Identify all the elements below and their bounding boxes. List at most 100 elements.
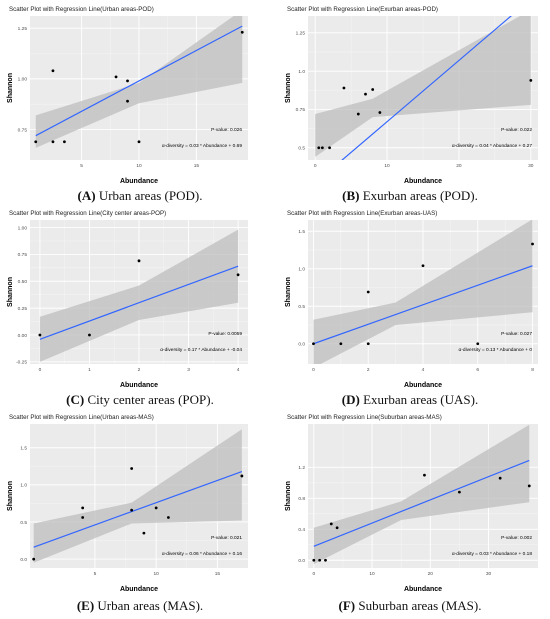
data-point	[130, 467, 134, 470]
x-tick-label: 0	[312, 367, 315, 373]
y-tick-label: 1.5	[298, 229, 305, 235]
y-tick-label: 0.4	[298, 527, 305, 533]
caption-f-letter: (F)	[338, 598, 356, 613]
caption-a-text: Urban areas (POD).	[95, 188, 203, 203]
data-point	[371, 88, 375, 91]
data-point	[32, 557, 36, 561]
caption-e-text: Urban areas (MAS).	[94, 598, 204, 613]
data-point	[126, 79, 129, 83]
y-tick-label: 1.5	[20, 446, 27, 452]
confidence-band	[35, 16, 243, 148]
caption-a: (A) Urban areas (POD).	[5, 188, 275, 204]
confidence-band	[315, 16, 531, 157]
caption-e: (E) Urban areas (MAS).	[5, 598, 275, 614]
caption-d: (D) Exurban areas (UAS).	[275, 392, 545, 408]
data-point	[421, 264, 425, 268]
x-tick-label: 0	[39, 367, 42, 373]
x-axis-label: Abundance	[120, 586, 158, 593]
data-point	[34, 140, 38, 144]
x-tick-label: 1	[88, 367, 91, 373]
x-axis-label: Abundance	[404, 586, 442, 593]
x-tick-label: 2	[367, 367, 370, 373]
confidence-band	[313, 220, 533, 364]
data-point	[342, 86, 346, 90]
data-point	[81, 506, 85, 510]
x-axis-label: Abundance	[404, 382, 442, 389]
p-value-label: P-value: 0.026	[211, 127, 242, 133]
y-axis-label: Shannon	[285, 277, 292, 307]
x-axis-label: Abundance	[404, 178, 442, 185]
confidence-band	[313, 424, 530, 565]
y-axis-label: Shannon	[7, 481, 14, 511]
chart-title: Scatter Plot with Regression Line(Urban …	[9, 6, 154, 13]
data-point	[498, 476, 502, 480]
caption-d-letter: (D)	[341, 392, 360, 407]
regression-line	[313, 459, 530, 547]
y-tick-label: 0.00	[18, 333, 28, 339]
x-axis-label: Abundance	[120, 178, 158, 185]
chart-title: Scatter Plot with Regression Line(Exurba…	[287, 210, 437, 217]
x-tick-label: 10	[136, 163, 142, 169]
y-tick-label: 1.2	[298, 465, 305, 471]
regression-line	[35, 25, 243, 137]
data-point	[137, 259, 141, 263]
p-value-label: P-value: 0.027	[501, 331, 532, 337]
data-point	[51, 140, 55, 144]
x-tick-label: 5	[80, 163, 83, 169]
y-tick-label: 0.0	[298, 342, 305, 348]
x-tick-label: 8	[531, 367, 534, 373]
data-point	[63, 140, 66, 144]
y-tick-label: 0.0	[20, 557, 27, 563]
confidence-band	[39, 229, 239, 362]
x-tick-label: 20	[428, 571, 434, 577]
data-point	[339, 342, 343, 346]
y-tick-label: 1.0	[298, 69, 305, 75]
data-point	[324, 558, 327, 562]
scatter-panel-b: Scatter Plot with Regression Line(Exurba…	[285, 6, 538, 185]
data-point	[88, 333, 91, 337]
caption-b-text: Exurban areas (POD).	[359, 188, 478, 203]
data-point	[318, 558, 322, 562]
x-tick-label: 15	[194, 163, 200, 169]
data-point	[38, 333, 42, 337]
data-point	[356, 112, 360, 116]
x-tick-label: 0	[314, 163, 317, 169]
y-tick-label: 0.75	[18, 127, 28, 133]
caption-c-text: City center areas (POP).	[84, 392, 214, 407]
caption-b-letter: (B)	[342, 188, 360, 203]
p-value-label: P-value: 0.022	[501, 127, 532, 133]
data-point	[137, 140, 141, 144]
caption-f-text: Suburban areas (MAS).	[355, 598, 482, 613]
data-point	[423, 473, 426, 477]
data-point	[317, 146, 321, 150]
chart-title: Scatter Plot with Regression Line(City c…	[9, 210, 166, 217]
chart-title: Scatter Plot with Regression Line(Suburb…	[287, 414, 442, 421]
data-point	[529, 78, 533, 82]
data-point	[51, 69, 55, 73]
y-axis-label: Shannon	[7, 277, 14, 307]
x-tick-label: 0	[312, 571, 315, 577]
y-tick-label: 0.5	[298, 304, 305, 310]
y-tick-label: 1.00	[18, 77, 28, 83]
data-point	[335, 526, 339, 530]
caption-c: (C) City center areas (POP).	[5, 392, 275, 408]
y-tick-label: 0.8	[298, 496, 305, 502]
scatter-panel-f: Scatter Plot with Regression Line(Suburb…	[285, 414, 538, 593]
equation-label: α-diversity = 0.03 * Abundance + 0.69	[162, 143, 242, 149]
x-tick-label: 15	[215, 571, 221, 577]
p-value-label: P-value: 0.002	[501, 535, 532, 541]
data-point	[130, 508, 134, 512]
chart-title: Scatter Plot with Regression Line(Urban …	[9, 414, 154, 421]
equation-label: α-diversity = 0.17 * Abundance + -0.04	[160, 347, 242, 353]
x-tick-label: 3	[187, 367, 190, 373]
scatter-panel-d: Scatter Plot with Regression Line(Exurba…	[285, 210, 538, 389]
y-tick-label: 1.25	[18, 26, 28, 32]
data-point	[364, 92, 367, 96]
data-point	[366, 290, 370, 294]
data-point	[476, 342, 480, 346]
x-tick-label: 30	[528, 163, 534, 169]
confidence-band	[33, 429, 242, 563]
x-tick-label: 5	[94, 571, 97, 577]
regression-line	[341, 16, 512, 160]
